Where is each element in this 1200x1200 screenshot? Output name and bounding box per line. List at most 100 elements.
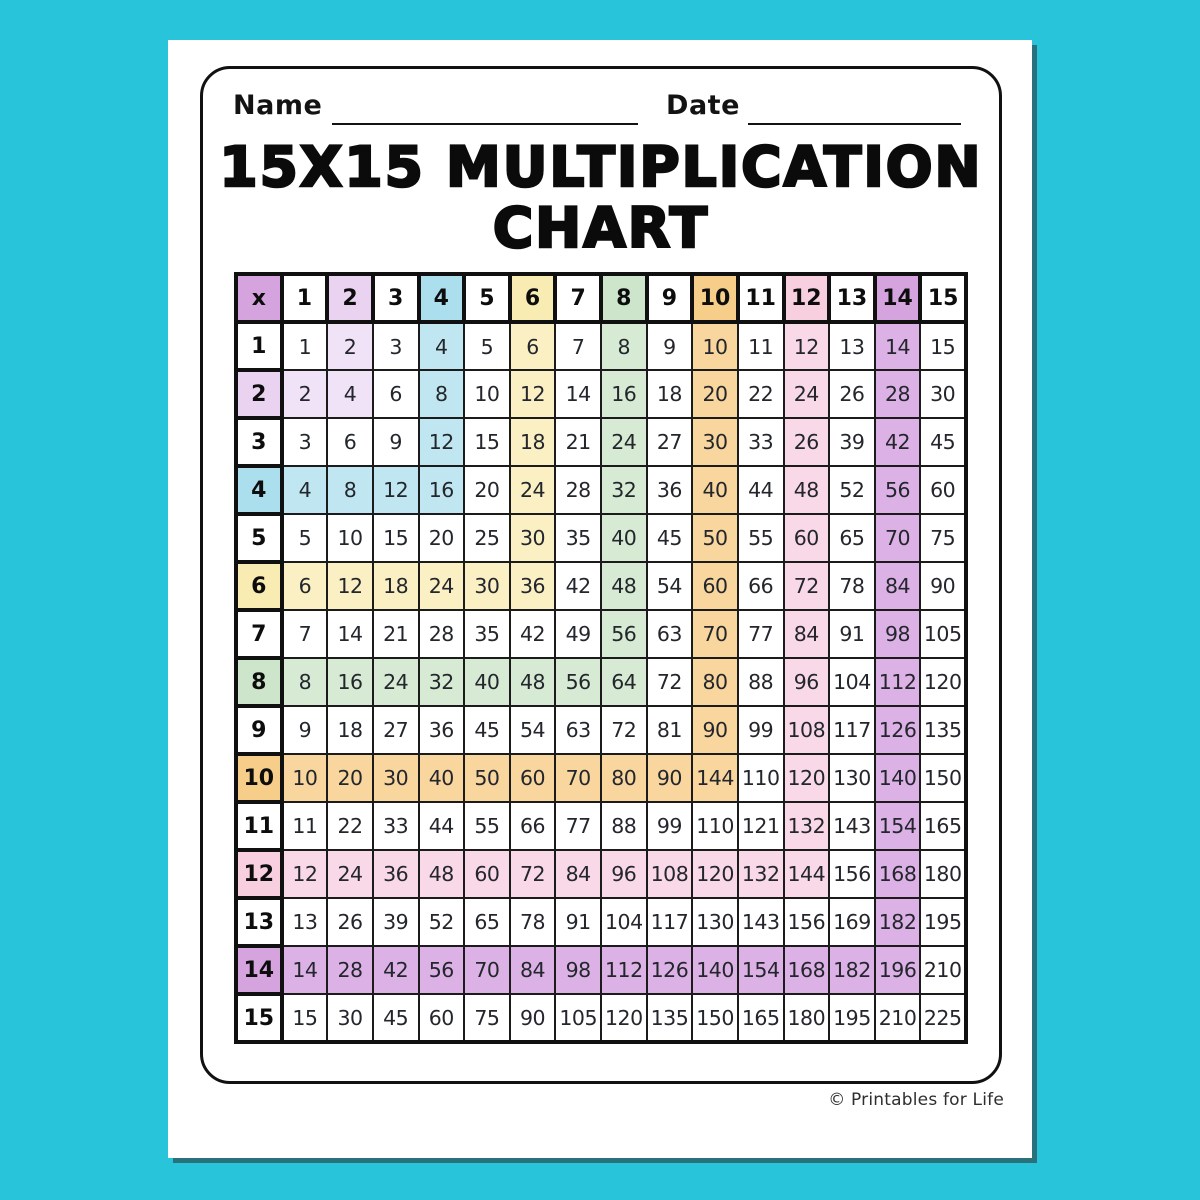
table-cell: 77	[736, 609, 785, 659]
table-cell: 44	[736, 465, 785, 515]
table-cell: 84	[508, 945, 557, 995]
table-cell: 27	[645, 417, 694, 467]
table-cell: 45	[645, 513, 694, 563]
table-row: 9 9 18 27 36 45 54 63 72 81 90 99 108 117 126 135	[234, 704, 967, 756]
table-cell: 105	[919, 609, 967, 659]
table-cell: 56	[873, 465, 922, 515]
table-cell: 9	[371, 417, 420, 467]
table-cell: 18	[326, 705, 374, 755]
table-cell: 6	[371, 369, 420, 419]
table-cell: 55	[736, 513, 785, 563]
table-row: 5 5 10 15 20 25 30 35 40 45 50 55 60 65 70 75	[234, 512, 967, 564]
table-cell: 104	[600, 897, 648, 947]
name-date-row: Name Date	[203, 69, 999, 125]
table-cell: 63	[645, 609, 694, 659]
row-header-cell: 1	[234, 320, 284, 372]
table-cell: 182	[873, 897, 922, 947]
table-cell: 45	[371, 993, 420, 1043]
table-cell: 12	[371, 465, 420, 515]
table-cell: 36	[508, 561, 557, 611]
table-cell: 42	[508, 609, 557, 659]
row-header-cell: 8	[234, 656, 284, 708]
table-cell: 132	[736, 849, 785, 899]
row-header-cell: 5	[234, 512, 284, 564]
table-row: 11 11 22 33 44 55 66 77 88 99 110 121 132 143 154 165	[234, 800, 967, 852]
table-cell: 26	[782, 417, 831, 467]
table-cell: 26	[828, 369, 876, 419]
table-cell: 75	[919, 513, 967, 563]
table-cell: 7	[280, 609, 329, 659]
table-cell: 210	[919, 945, 967, 995]
table-row: 15 15 30 45 60 75 90 105 120 135 150 165 180 195 210 22…	[234, 992, 967, 1044]
table-cell: 8	[280, 657, 329, 707]
table-cell: 30	[919, 369, 967, 419]
table-cell: 21	[371, 609, 420, 659]
table-cell: 96	[600, 849, 648, 899]
table-cell: 65	[828, 513, 876, 563]
table-cell: 80	[600, 753, 648, 803]
table-cell: 36	[645, 465, 694, 515]
name-underline	[332, 97, 639, 125]
table-cell: 70	[554, 753, 602, 803]
table-cell: 20	[463, 465, 511, 515]
table-cell: 42	[371, 945, 420, 995]
page-title: 15X15 MULTIPLICATION CHART	[203, 135, 999, 260]
table-cell: 140	[873, 753, 922, 803]
table-row: 13 13 26 39 52 65 78 91 104 117 130 143 156 169 182 195	[234, 896, 967, 948]
table-cell: 121	[736, 801, 785, 851]
table-cell: 40	[463, 657, 511, 707]
table-cell: 10	[280, 753, 329, 803]
table-cell: 150	[691, 993, 739, 1043]
table-cell: 180	[919, 849, 967, 899]
table-cell: 16	[600, 369, 648, 419]
table-cell: 60	[417, 993, 466, 1043]
table-cell: 60	[919, 465, 967, 515]
table-cell: 64	[600, 657, 648, 707]
table-cell: 78	[508, 897, 557, 947]
table-cell: 99	[645, 801, 694, 851]
table-row: 2 2 4 6 8 10 12 14 16 18 20 22 24 26 28 30	[234, 368, 967, 420]
table-cell: 132	[782, 801, 831, 851]
table-cell: 135	[919, 705, 967, 755]
table-cell: 15	[371, 513, 420, 563]
table-cell: 50	[691, 513, 739, 563]
table-cell: 22	[736, 369, 785, 419]
table-cell: 72	[600, 705, 648, 755]
table-cell: 12	[280, 849, 329, 899]
row-header-cell: 13	[234, 896, 284, 948]
table-cell: 48	[600, 561, 648, 611]
table-cell: 196	[873, 945, 922, 995]
table-cell: 195	[919, 897, 967, 947]
table-cell: 33	[371, 801, 420, 851]
table-cell: 110	[736, 753, 785, 803]
table-cell: 84	[782, 609, 831, 659]
col-header-cell: 15	[918, 272, 968, 324]
col-header-cell: 4	[416, 272, 467, 324]
row-header-cell: 10	[234, 752, 284, 804]
table-cell: 15	[463, 417, 511, 467]
table-cell: 120	[919, 657, 967, 707]
col-header-cell: 1	[279, 272, 330, 324]
table-cell: 154	[736, 945, 785, 995]
table-cell: 26	[326, 897, 374, 947]
table-cell: 72	[782, 561, 831, 611]
table-cell: 120	[600, 993, 648, 1043]
table-cell: 98	[554, 945, 602, 995]
table-cell: 27	[371, 705, 420, 755]
table-cell: 12	[508, 369, 557, 419]
col-header-cell: 2	[325, 272, 375, 324]
table-cell: 60	[508, 753, 557, 803]
table-cell: 35	[463, 609, 511, 659]
table-cell: 15	[919, 321, 967, 371]
table-cell: 8	[326, 465, 374, 515]
table-cell: 144	[691, 753, 739, 803]
table-cell: 135	[645, 993, 694, 1043]
table-cell: 30	[463, 561, 511, 611]
table-cell: 91	[828, 609, 876, 659]
table-row: 12 12 24 36 48 60 72 84 96 108 120 132 144 156 168 180	[234, 848, 967, 900]
table-row: 1 1 2 3 4 5 6 7 8 9 10 11 12 13 14 15	[234, 320, 967, 372]
table-cell: 44	[417, 801, 466, 851]
table-cell: 70	[463, 945, 511, 995]
table-cell: 12	[417, 417, 466, 467]
